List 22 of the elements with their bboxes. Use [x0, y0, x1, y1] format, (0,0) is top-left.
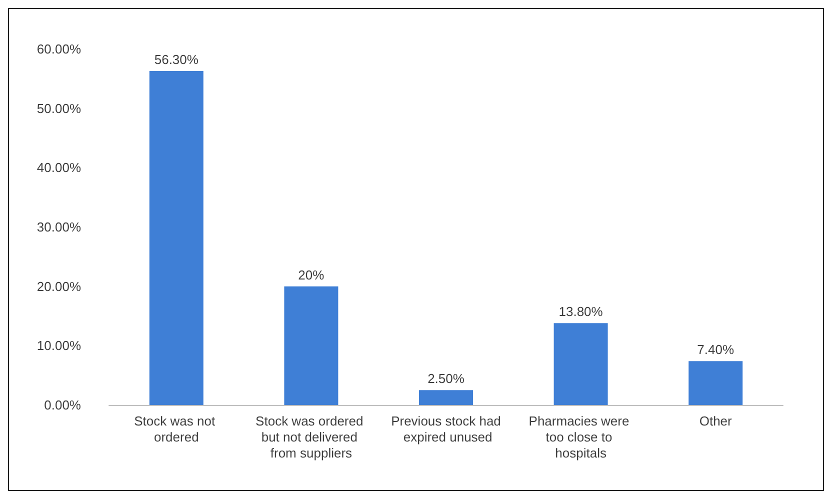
y-tick-label: 40.00% — [36, 160, 82, 176]
bar — [419, 390, 473, 405]
x-tick-label: Pharmacies were too close to hospitals — [528, 414, 633, 460]
bar — [554, 323, 608, 405]
y-tick-label: 0.00% — [44, 398, 82, 412]
data-label: 20% — [298, 267, 325, 282]
bar — [284, 286, 338, 405]
bar — [688, 361, 743, 405]
data-label: 56.30% — [154, 52, 199, 67]
y-tick-label: 50.00% — [36, 100, 82, 116]
x-tick-label: Other — [699, 414, 733, 428]
y-tick-label: 30.00% — [36, 220, 82, 234]
bar — [149, 70, 204, 405]
y-tick-label: 10.00% — [36, 338, 82, 354]
x-tick-label: Stock was not ordered — [134, 414, 219, 444]
data-label: 7.40% — [697, 342, 734, 358]
x-tick-label: Stock was ordered but not delivered from suppliers — [256, 414, 367, 460]
y-tick-label: 60.00% — [36, 42, 82, 56]
data-label: 13.80% — [558, 304, 604, 320]
data-label: 2.50% — [428, 371, 465, 386]
y-tick-label: 20.00% — [36, 278, 82, 294]
x-tick-label: Previous stock had expired unused — [391, 414, 501, 444]
